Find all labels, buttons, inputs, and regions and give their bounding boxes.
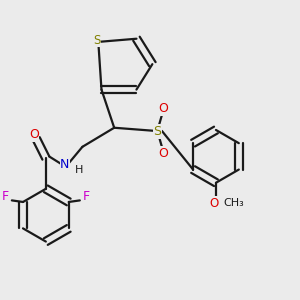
Text: O: O	[158, 147, 168, 160]
Text: S: S	[93, 34, 100, 47]
Text: CH₃: CH₃	[223, 198, 244, 208]
Text: O: O	[210, 197, 219, 210]
Text: O: O	[158, 102, 168, 115]
Text: F: F	[2, 190, 9, 203]
Text: N: N	[60, 158, 70, 171]
Text: S: S	[153, 125, 161, 138]
Text: H: H	[74, 165, 83, 175]
Text: F: F	[82, 190, 90, 203]
Text: O: O	[29, 128, 39, 141]
